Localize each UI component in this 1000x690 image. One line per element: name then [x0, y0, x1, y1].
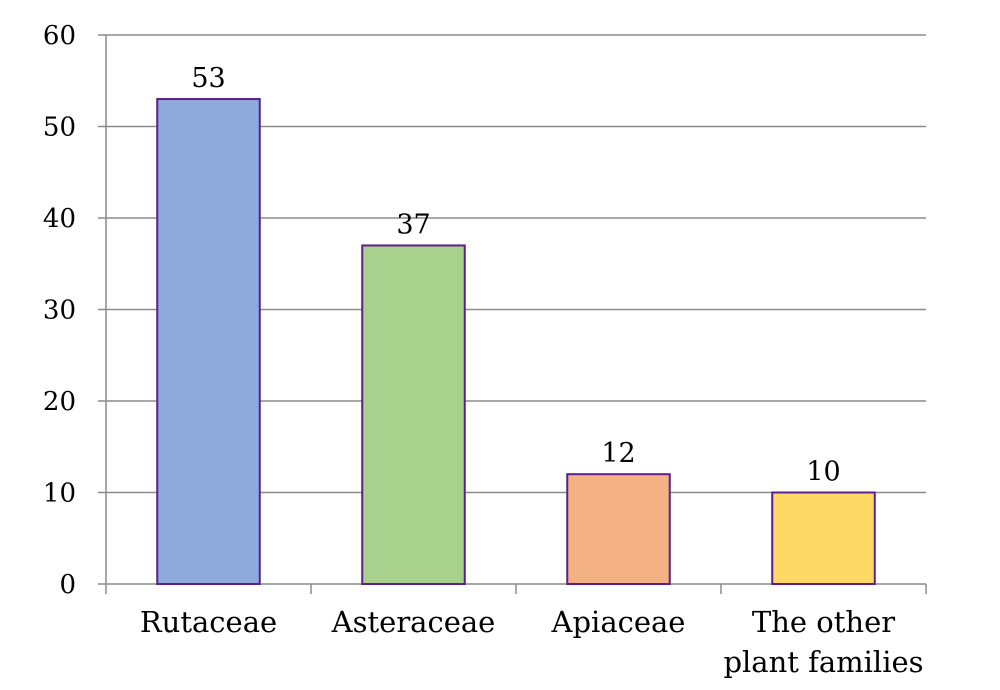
labels: 0 10 20 30 40 50 60 53 Rutaceae 37 Asteraceae 12 Api…	[43, 21, 924, 679]
x-tick-label: The other	[752, 605, 895, 639]
bars	[156, 98, 876, 586]
data-label: 37	[396, 209, 430, 240]
y-tick-label: 0	[59, 570, 76, 600]
bar	[156, 98, 261, 586]
y-tick-label: 40	[43, 204, 76, 234]
bar	[361, 244, 466, 585]
y-tick-label: 60	[43, 21, 76, 51]
y-tick-label: 10	[43, 479, 76, 509]
bar	[771, 491, 876, 585]
y-tick-label: 50	[43, 113, 76, 143]
x-tick-label: Rutaceae	[140, 605, 277, 639]
x-tick-label: Asteraceae	[331, 605, 496, 639]
data-label: 53	[191, 63, 225, 94]
y-tick-label: 20	[43, 387, 76, 417]
data-label: 10	[806, 457, 840, 488]
x-tick-label: plant families	[723, 645, 923, 679]
y-tick-label: 30	[43, 296, 76, 326]
data-label: 12	[601, 438, 635, 469]
bar	[566, 473, 671, 586]
x-tick-label: Apiaceae	[551, 605, 686, 639]
